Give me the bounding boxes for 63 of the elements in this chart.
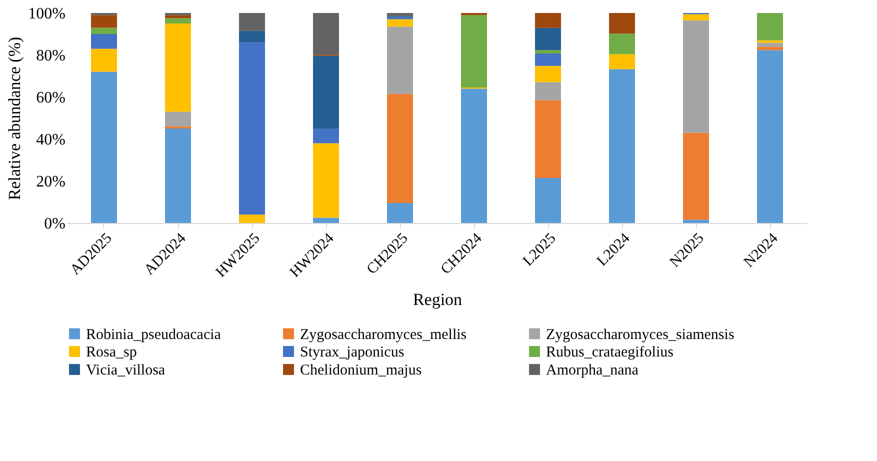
bar: [387, 26, 413, 94]
bar: [313, 128, 339, 144]
y-tick-label: 80%: [36, 48, 66, 64]
bar: [535, 54, 561, 66]
bar: [609, 34, 635, 54]
bar: [313, 218, 339, 223]
bar: [239, 214, 265, 223]
bar: [757, 40, 783, 43]
bar: [535, 28, 561, 50]
bar: [535, 50, 561, 54]
bar: [239, 30, 265, 42]
legend-label: Styrax_japonicus: [300, 344, 404, 360]
y-tick-label: 20%: [36, 174, 66, 190]
bar: [609, 54, 635, 70]
y-tick-label: 40%: [36, 132, 66, 148]
bar: [239, 42, 265, 215]
bar: [165, 18, 191, 24]
bar: [387, 203, 413, 223]
y-tick-label: 0%: [44, 216, 66, 232]
bar: [461, 15, 487, 88]
legend-label: Chelidonium_majus: [300, 362, 422, 378]
bar: [387, 94, 413, 204]
bar: [535, 100, 561, 178]
bar: [757, 13, 783, 40]
bar: [165, 24, 191, 112]
y-tick-label: 60%: [36, 90, 66, 106]
bar: [535, 66, 561, 82]
bar: [313, 56, 339, 129]
legend-label: Rosa_sp: [86, 344, 137, 360]
bar: [239, 13, 265, 31]
bar: [165, 112, 191, 126]
bar: [535, 178, 561, 223]
legend-label: Vicia_villosa: [86, 362, 166, 378]
bar: [609, 13, 635, 34]
bar: [387, 19, 413, 27]
bar: [683, 14, 709, 20]
legend-label: Amorpha_nana: [546, 362, 639, 378]
y-axis-title: Relative abundance (%): [5, 36, 24, 200]
bar: [165, 15, 191, 18]
bar: [683, 20, 709, 133]
legend-label: Zygosaccharomyces_siamensis: [546, 326, 734, 343]
bar: [683, 220, 709, 223]
bar: [609, 69, 635, 223]
y-tick-label: 100%: [28, 6, 66, 22]
bar: [91, 15, 117, 28]
bar: [91, 72, 117, 223]
legend-label: Rubus_crataegifolius: [546, 344, 674, 360]
bar: [535, 82, 561, 100]
bar: [461, 88, 487, 223]
bar: [91, 48, 117, 72]
bar: [165, 128, 191, 223]
x-axis-title: Region: [412, 290, 463, 309]
legend-label: Robinia_pseudoacacia: [86, 326, 222, 343]
bar: [757, 42, 783, 47]
bar: [683, 132, 709, 220]
bar: [757, 50, 783, 223]
bar: [313, 143, 339, 218]
bar: [535, 13, 561, 28]
bar: [91, 28, 117, 34]
bar: [313, 13, 339, 55]
bar: [387, 13, 413, 16]
legend-label: Zygosaccharomyces_mellis: [300, 326, 467, 343]
bar: [91, 34, 117, 49]
